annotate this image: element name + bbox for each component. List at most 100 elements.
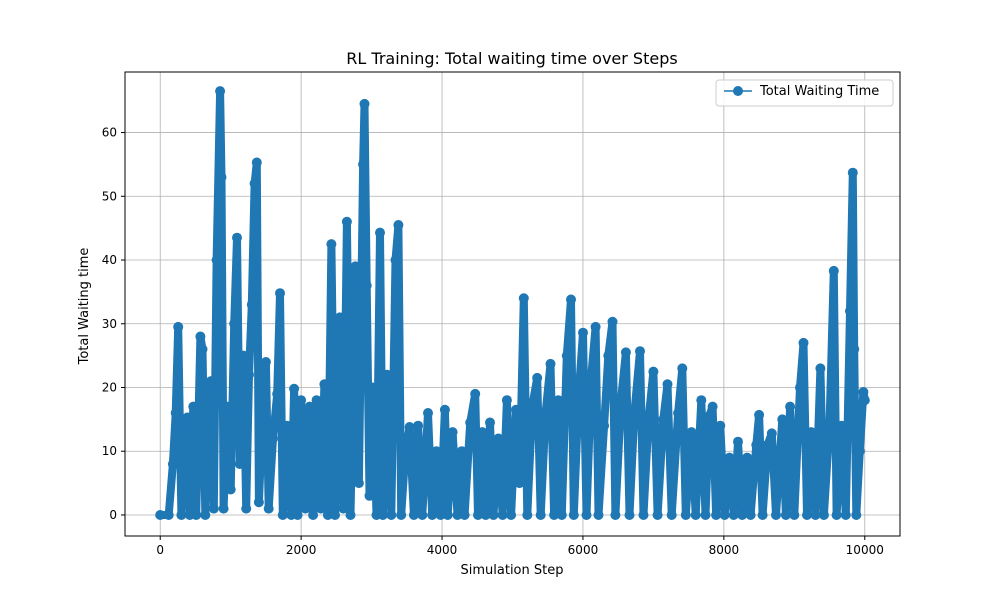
data-point [480, 510, 491, 520]
data-point [828, 265, 839, 276]
data-point [700, 510, 711, 520]
y-tick-label: 0 [109, 508, 117, 522]
data-point [191, 510, 202, 520]
data-point [396, 510, 407, 520]
data-point [745, 510, 756, 520]
data-point [831, 510, 842, 520]
plot-frame [124, 71, 901, 537]
data-point [390, 255, 401, 265]
data-point [400, 446, 411, 457]
data-point [289, 383, 300, 394]
data-point [680, 510, 691, 520]
data-point [167, 459, 178, 469]
y-tick-label: 50 [102, 189, 117, 203]
data-point [386, 510, 397, 520]
data-point [308, 510, 319, 520]
data-point [506, 510, 517, 520]
data-point [545, 358, 556, 369]
y-tick-label: 60 [102, 126, 117, 140]
data-point [802, 510, 812, 520]
data-point [277, 510, 288, 520]
data-point [485, 417, 495, 428]
data-point [607, 316, 618, 327]
data-point [304, 401, 315, 412]
data-point [859, 395, 870, 406]
data-point [413, 420, 424, 431]
data-point [686, 427, 697, 438]
data-point [170, 408, 181, 418]
data-point [836, 420, 847, 431]
data-point [345, 510, 356, 520]
data-point [361, 280, 372, 291]
data-point [319, 379, 330, 390]
x-tick-label: 4000 [427, 543, 458, 557]
data-point [757, 510, 768, 520]
data-point [511, 404, 521, 415]
data-point [556, 510, 567, 520]
data-point [603, 350, 614, 361]
data-point [581, 510, 592, 520]
data-point [610, 510, 621, 520]
data-point [635, 346, 645, 357]
data-point [473, 510, 483, 520]
data-point [696, 395, 707, 406]
data-point [215, 86, 226, 97]
data-point [568, 510, 579, 520]
data-point [540, 408, 551, 418]
data-point [780, 510, 791, 520]
legend-marker [733, 86, 743, 96]
data-point [208, 503, 219, 514]
data-point [742, 452, 753, 463]
data-point [724, 452, 735, 463]
data-point [719, 510, 730, 520]
data-point [246, 299, 257, 310]
data-point [849, 344, 860, 355]
data-point [244, 369, 254, 380]
data-point [840, 510, 851, 520]
data-point [364, 490, 375, 501]
data-point [666, 510, 677, 520]
data-point [704, 411, 715, 422]
axes: 0 2000 4000 6000 8000 10000 0 10 20 30 40 50 60 [102, 71, 901, 557]
data-point [638, 510, 649, 520]
data-point [163, 510, 174, 520]
data-point [326, 239, 337, 250]
data-point [501, 395, 512, 406]
data-point [260, 357, 271, 367]
data-point [222, 401, 233, 412]
data-point [404, 422, 415, 432]
data-point [330, 510, 340, 520]
data-point [341, 216, 352, 227]
data-point [751, 439, 762, 450]
data-point [737, 510, 748, 520]
data-point [795, 382, 805, 393]
data-point [322, 510, 333, 520]
data-point [514, 478, 525, 489]
data-point [238, 350, 249, 361]
data-point [690, 510, 701, 520]
legend-box [715, 79, 894, 107]
data-point [300, 503, 311, 514]
data-point [263, 503, 274, 514]
y-tick-label: 40 [102, 253, 117, 267]
data-point [566, 294, 576, 305]
data-point [188, 401, 199, 412]
y-axis-label: Total Waiting time [77, 248, 92, 366]
data-point [549, 510, 560, 520]
data-point [408, 510, 419, 520]
data-point [417, 510, 428, 520]
data-point [711, 510, 722, 520]
data-point [535, 510, 546, 520]
data-point [845, 306, 855, 316]
data-point [375, 227, 385, 238]
data-point [200, 510, 211, 520]
data-point [798, 337, 809, 348]
data-point [593, 510, 604, 520]
data-point [620, 347, 631, 358]
data-point [662, 379, 673, 390]
data-point [176, 510, 187, 520]
data-point [771, 510, 781, 520]
data-point [229, 318, 240, 329]
data-point [350, 261, 361, 272]
data-point [470, 388, 481, 399]
